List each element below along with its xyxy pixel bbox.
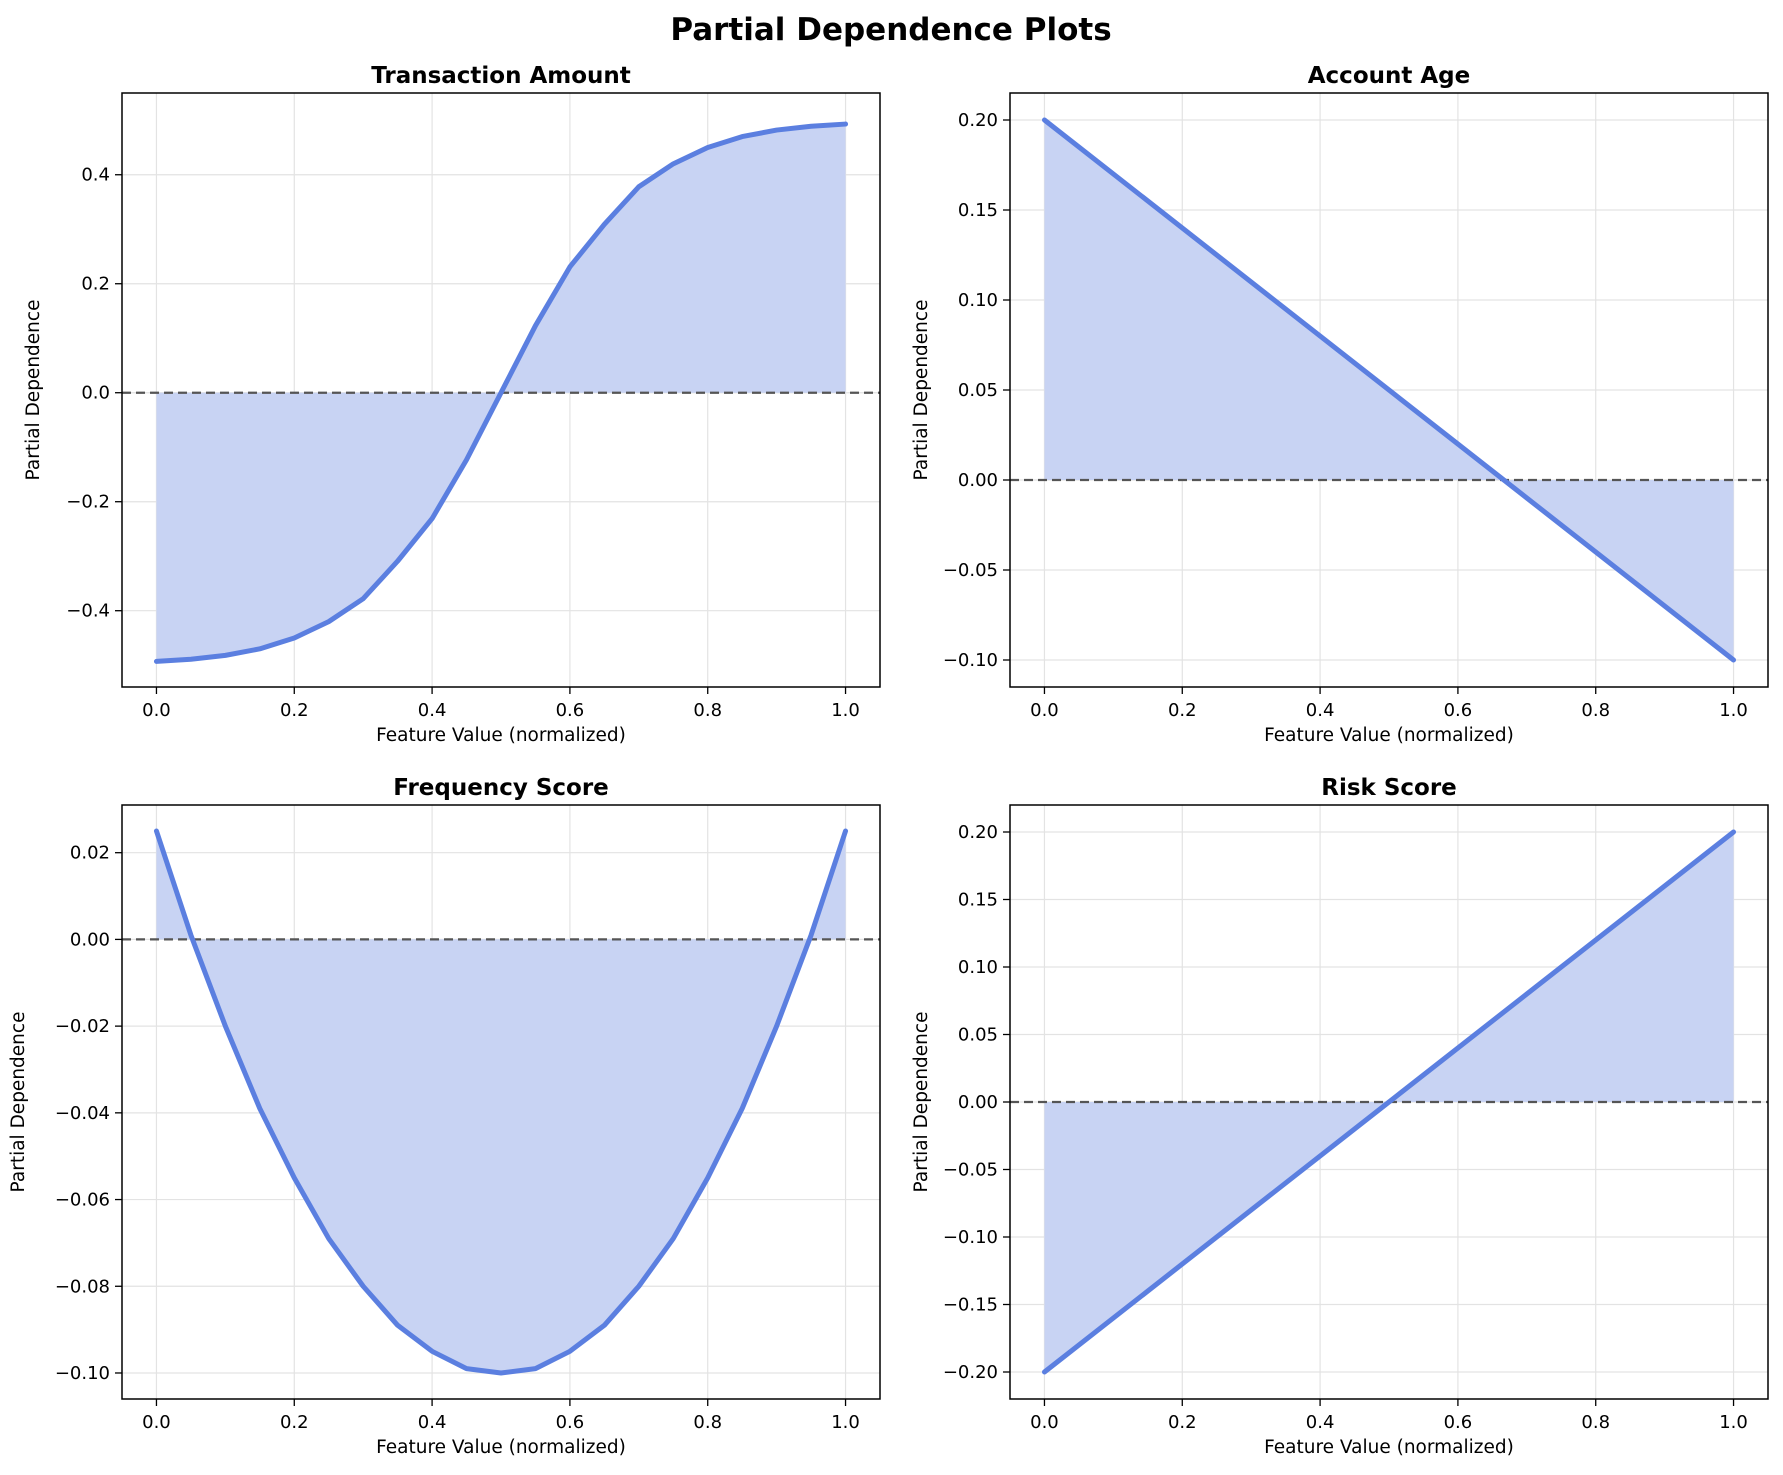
- y-tick-label: −0.10: [943, 1227, 998, 1248]
- y-tick-label: −0.10: [55, 1363, 110, 1384]
- y-tick-label: 0.4: [81, 165, 110, 186]
- subplot-4: 0.0 0.2 0.4 0.6 0.8 1.0 −0.20 −0.15 −0.10 −0.05 0.…: [911, 775, 1769, 1458]
- plot-frame: [121, 92, 881, 688]
- x-tick-label: 0.8: [693, 700, 722, 721]
- y-tick-label: −0.05: [943, 1160, 998, 1181]
- subplot-3: 0.0 0.2 0.4 0.6 0.8 1.0 −0.10 −0.08 −0.06 −0.04 −0…: [8, 775, 881, 1458]
- x-tick-label: 0.6: [1444, 1412, 1473, 1433]
- data-line: [1041, 829, 1737, 1375]
- x-tick-label: 1.0: [831, 700, 860, 721]
- y-axis-label: Partial Dependence: [8, 1012, 29, 1193]
- data-line: [153, 121, 849, 664]
- y-tick-label: −0.2: [66, 492, 110, 513]
- x-tick-label: 0.8: [693, 1412, 722, 1433]
- x-tick-label: 0.8: [1581, 700, 1610, 721]
- subplot-title: Risk Score: [1321, 775, 1457, 801]
- y-tick-label: 0.20: [958, 822, 998, 843]
- x-tick-label: 0.0: [142, 700, 171, 721]
- subplot-2: 0.0 0.2 0.4 0.6 0.8 1.0 −0.10 −0.05 0.00 0.05 0.10…: [911, 63, 1769, 746]
- y-tick-label: 0.00: [958, 470, 998, 491]
- x-axis-label: Feature Value (normalized): [1264, 725, 1514, 746]
- x-tick-label: 0.6: [1444, 700, 1473, 721]
- subplot-title: Account Age: [1308, 63, 1470, 89]
- x-tick-label: 0.0: [1030, 700, 1059, 721]
- x-tick-label: 0.4: [418, 700, 447, 721]
- x-tick-label: 0.2: [1168, 1412, 1197, 1433]
- y-tick-label: 0.20: [958, 110, 998, 131]
- x-tick-label: 0.4: [1306, 700, 1335, 721]
- subplot-title: Frequency Score: [393, 775, 609, 801]
- x-axis-label: Feature Value (normalized): [1264, 1437, 1514, 1458]
- subplot-1: 0.0 0.2 0.4 0.6 0.8 1.0 −0.4 −0.2 0.0 0.2 0.4 Trans…: [23, 63, 881, 746]
- y-tick-label: 0.02: [70, 843, 110, 864]
- x-tick-label: 0.6: [556, 700, 585, 721]
- y-axis-label: Partial Dependence: [911, 300, 932, 481]
- y-tick-label: −0.05: [943, 560, 998, 581]
- y-tick-label: −0.15: [943, 1295, 998, 1316]
- x-axis-label: Feature Value (normalized): [376, 725, 626, 746]
- y-tick-label: 0.2: [81, 274, 110, 295]
- y-tick-label: 0.0: [81, 383, 110, 404]
- x-tick-label: 1.0: [831, 1412, 860, 1433]
- x-tick-label: 0.6: [556, 1412, 585, 1433]
- y-axis-label: Partial Dependence: [23, 300, 44, 481]
- x-tick-label: 0.2: [280, 700, 309, 721]
- y-axis-label: Partial Dependence: [911, 1012, 932, 1193]
- x-tick-label: 0.0: [1030, 1412, 1059, 1433]
- y-tick-label: 0.10: [958, 957, 998, 978]
- x-tick-label: 1.0: [1719, 1412, 1748, 1433]
- x-tick-label: 0.4: [1306, 1412, 1335, 1433]
- y-tick-label: −0.06: [55, 1190, 110, 1211]
- data-line: [153, 828, 849, 1376]
- x-axis-label: Feature Value (normalized): [376, 1437, 626, 1458]
- y-tick-label: −0.08: [55, 1276, 110, 1297]
- y-tick-label: 0.05: [958, 1025, 998, 1046]
- x-tick-label: 1.0: [1719, 700, 1748, 721]
- x-tick-label: 0.0: [142, 1412, 171, 1433]
- x-tick-label: 0.8: [1581, 1412, 1610, 1433]
- y-tick-label: −0.20: [943, 1362, 998, 1383]
- y-tick-label: 0.00: [70, 929, 110, 950]
- y-tick-label: −0.02: [55, 1016, 110, 1037]
- y-tick-label: −0.4: [66, 601, 110, 622]
- x-tick-label: 0.4: [418, 1412, 447, 1433]
- y-tick-label: 0.15: [958, 890, 998, 911]
- subplot-title: Transaction Amount: [371, 63, 631, 89]
- data-line: [1041, 117, 1737, 663]
- y-tick-label: −0.10: [943, 650, 998, 671]
- y-tick-label: −0.04: [55, 1103, 110, 1124]
- y-tick-label: 0.00: [958, 1092, 998, 1113]
- figure-title: Partial Dependence Plots: [670, 12, 1111, 48]
- x-tick-label: 0.2: [280, 1412, 309, 1433]
- x-tick-label: 0.2: [1168, 700, 1197, 721]
- y-tick-label: 0.15: [958, 200, 998, 221]
- area-fill: [156, 831, 846, 1373]
- y-tick-label: 0.05: [958, 380, 998, 401]
- plot-frame: [121, 804, 881, 1400]
- y-tick-label: 0.10: [958, 290, 998, 311]
